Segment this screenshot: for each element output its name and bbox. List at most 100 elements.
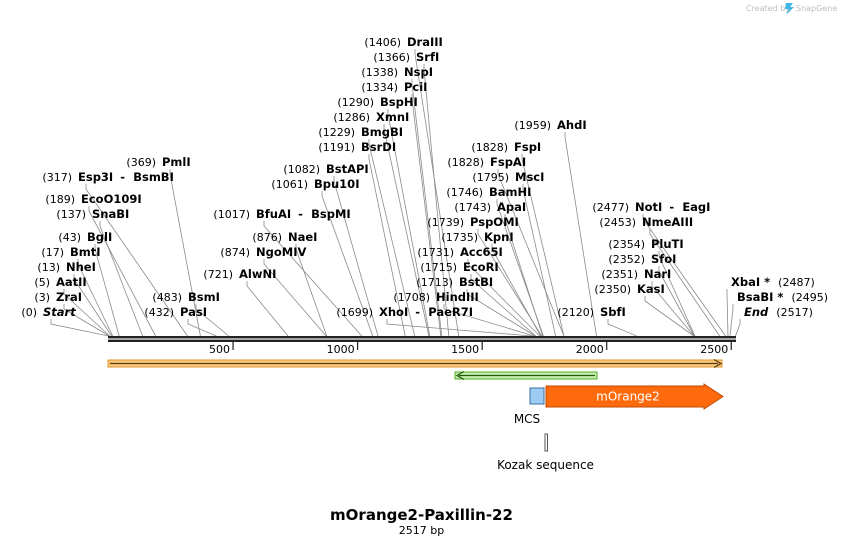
site-position: (2350) [594,283,631,296]
site-position: (2351) [601,268,638,281]
site-position: (1191) [318,141,355,154]
cut-site-ecori[interactable]: EcoRI (1715) [420,260,498,274]
leader-bgli [94,244,120,337]
site-separator: - [415,305,420,319]
ruler: 500 1000 1500 2000 2500 [209,342,732,356]
mcs-feature[interactable] [529,387,545,405]
site-name: NaeI [288,230,317,244]
cut-site-draiii[interactable]: DraIII (1406) [364,35,442,49]
features-track: MCS mOrange2 Kozak sequence [107,358,724,472]
cut-site-kpni[interactable]: KpnI (1735) [441,230,513,244]
site-name: NotI [635,200,662,214]
cut-site-end[interactable]: End (2517) [744,305,813,319]
cut-site-bmti[interactable]: BmtI (17) [41,245,100,259]
cut-site-sfoi[interactable]: SfoI (2352) [608,252,676,266]
site-name: End [744,305,769,319]
kozak-feature[interactable] [544,433,548,452]
morange2-feature-arrow[interactable] [545,383,724,410]
cut-site-xbai[interactable]: XbaI * (2487) [731,275,815,289]
site-name: NarI [644,267,671,281]
kozak-label: Kozak sequence [497,458,594,472]
cut-site-pspomi[interactable]: PspOMI (1739) [427,215,518,229]
cut-site-bpu10i[interactable]: Bpu10I (1061) [271,177,359,191]
cut-site-xmni[interactable]: XmnI (1286) [333,110,409,124]
site-name: PciI [404,80,427,94]
site-name: SbfI [600,305,626,319]
cut-site-noti[interactable]: NotI (2477) - EagI [592,200,710,214]
cut-site-bfuai[interactable]: BfuAI (1017) - BspMI [213,207,350,221]
cut-site-msci[interactable]: MscI (1795) [472,170,544,184]
cut-site-bsrdi[interactable]: BsrDI (1191) [318,140,396,154]
site-position: (1735) [441,231,478,244]
cut-site-ecoo109i[interactable]: EcoO109I (189) [45,192,141,206]
site-name: MscI [515,170,544,184]
cut-site-sbfi[interactable]: SbfI (2120) [557,305,625,319]
cut-site-bsphi[interactable]: BspHI (1290) [337,95,417,109]
leader-zrai [63,304,110,337]
cut-site-srfi[interactable]: SrfI (1366) [373,50,439,64]
site-position: (1699) [336,306,373,319]
site-position: (1959) [514,119,551,132]
site-name: EcoRI [463,260,499,274]
cut-site-naei[interactable]: NaeI (876) [252,230,317,244]
site-position: (1746) [446,186,483,199]
cut-site-kasi[interactable]: KasI (2350) [594,282,664,296]
cut-site-bsabi[interactable]: BsaBI * (2495) [737,290,828,304]
site-name: AhdI [557,118,587,132]
cut-site-nspi[interactable]: NspI (1338) [361,65,433,79]
cut-site-snabi[interactable]: SnaBI (137) [56,207,129,221]
cut-site-fspi[interactable]: FspI (1828) [471,140,541,154]
site-name: BfuAI [256,207,291,221]
leader-pspomi [477,229,543,337]
leader-end [735,319,741,337]
site-position: (369) [126,156,156,169]
site-position: (1286) [333,111,370,124]
site-position: (0) [21,306,37,319]
cut-site-nhei[interactable]: NheI (13) [37,260,95,274]
cut-site-pluti[interactable]: PluTI (2354) [608,237,683,251]
cut-site-bmgbi[interactable]: BmgBI (1229) [318,125,403,139]
site-position: (1739) [427,216,464,229]
backbone-bottom-strand [108,339,736,342]
cut-site-pcii[interactable]: PciI (1334) [361,80,427,94]
cut-site-bsmi[interactable]: BsmI (483) [152,290,219,304]
cut-site-aatii[interactable]: AatII (5) [34,275,86,289]
site-name: FspAI [490,155,526,169]
site-position: (2120) [557,306,594,319]
cut-site-esp3i[interactable]: Esp3I (317) - BsmBI [42,170,173,184]
cut-site-xhoi[interactable]: XhoI (1699) - PaeR7I [336,305,473,319]
cut-site-apai[interactable]: ApaI (1743) [454,200,526,214]
cut-site-alwni[interactable]: AlwNI (721) [203,267,276,281]
cut-site-bstbi[interactable]: BstBI (1713) [416,275,493,289]
leader-sfoi [658,266,695,337]
snapgene-logo-icon [785,3,794,15]
leader-aatii [63,289,110,337]
cut-site-pasi[interactable]: PasI (432) [144,305,207,319]
cut-site-bgli[interactable]: BglI (43) [58,230,112,244]
site-name: BglI [87,230,112,244]
cut-site-ahdi[interactable]: AhdI (1959) [514,118,586,132]
cut-site-acc65i[interactable]: Acc65I (1731) [417,245,502,259]
cut-site-nari[interactable]: NarI (2351) [601,267,671,281]
cut-site-zrai[interactable]: ZraI (3) [34,290,82,304]
map-title: mOrange2-Paxillin-22 [330,506,513,524]
site-position: (2352) [608,253,645,266]
site-name: XhoI [379,305,408,319]
leader-bfuai [263,221,363,337]
cut-site-nmeaiii[interactable]: NmeAIII (2453) [599,215,693,229]
site-leader-lines [50,49,741,337]
cut-site-pmli[interactable]: PmlI (369) [126,155,190,169]
leader-bsmi [195,304,230,337]
site-labels: Start(0)ZraI(3)AatII(5)NheI(13)BmtI(17)B… [21,35,828,319]
cut-site-fspai[interactable]: FspAI (1828) [447,155,526,169]
cut-site-bstapi[interactable]: BstAPI (1082) [283,162,368,176]
site-name: PmlI [162,155,191,169]
cut-site-hindiii[interactable]: HindIII (1708) [393,290,478,304]
map-subtitle: 2517 bp [399,524,444,537]
cut-site-start[interactable]: Start (0) [21,305,76,319]
cut-site-ngomiv[interactable]: NgoMIV (874) [220,245,306,259]
cut-site-bamhi[interactable]: BamHI (1746) [446,185,531,199]
site-position: (189) [45,193,75,206]
leader-fspi [521,154,565,337]
site-position: (5) [34,276,50,289]
